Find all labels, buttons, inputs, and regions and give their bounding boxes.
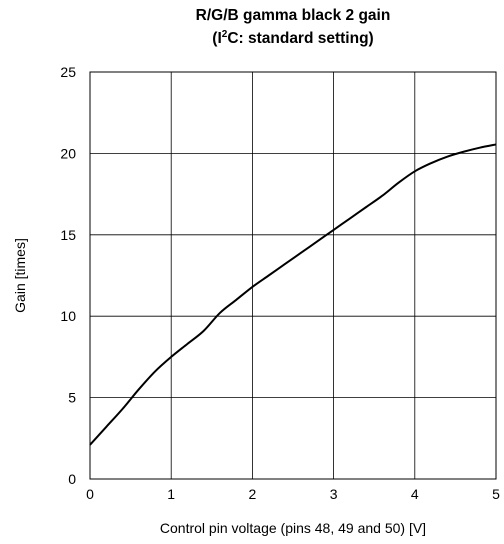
x-tick-labels: 0 1 2 3 4 5 [86,486,500,502]
x-axis-label: Control pin voltage (pins 48, 49 and 50)… [160,520,426,536]
y-tick-label: 25 [60,64,76,80]
y-tick-label: 5 [68,390,76,406]
x-tick-label: 0 [86,486,94,502]
x-tick-label: 4 [411,486,419,502]
y-tick-labels: 0 5 10 15 20 25 [60,64,76,487]
x-tick-label: 2 [249,486,257,502]
chart-title: R/G/B gamma black 2 gain (I2C: standard … [90,6,496,48]
chart-title-line2: (I2C: standard setting) [90,25,496,48]
y-tick-label: 15 [60,227,76,243]
plot-frame [89,71,497,480]
y-tick-label: 20 [60,145,76,161]
x-tick-label: 3 [330,486,338,502]
y-tick-label: 0 [68,471,76,487]
gain-curve [89,143,497,446]
y-tick-label: 10 [60,308,76,324]
x-tick-label: 5 [492,486,500,502]
chart-title-line2-prefix: (I [212,30,222,48]
grid-lines [89,71,497,480]
chart-title-superscript: 2 [221,29,228,40]
y-axis-label: Gain [times] [12,238,28,313]
chart-title-line2-suffix: C: standard setting) [227,30,374,48]
chart-title-line1: R/G/B gamma black 2 gain [195,7,391,24]
x-tick-label: 1 [167,486,175,502]
